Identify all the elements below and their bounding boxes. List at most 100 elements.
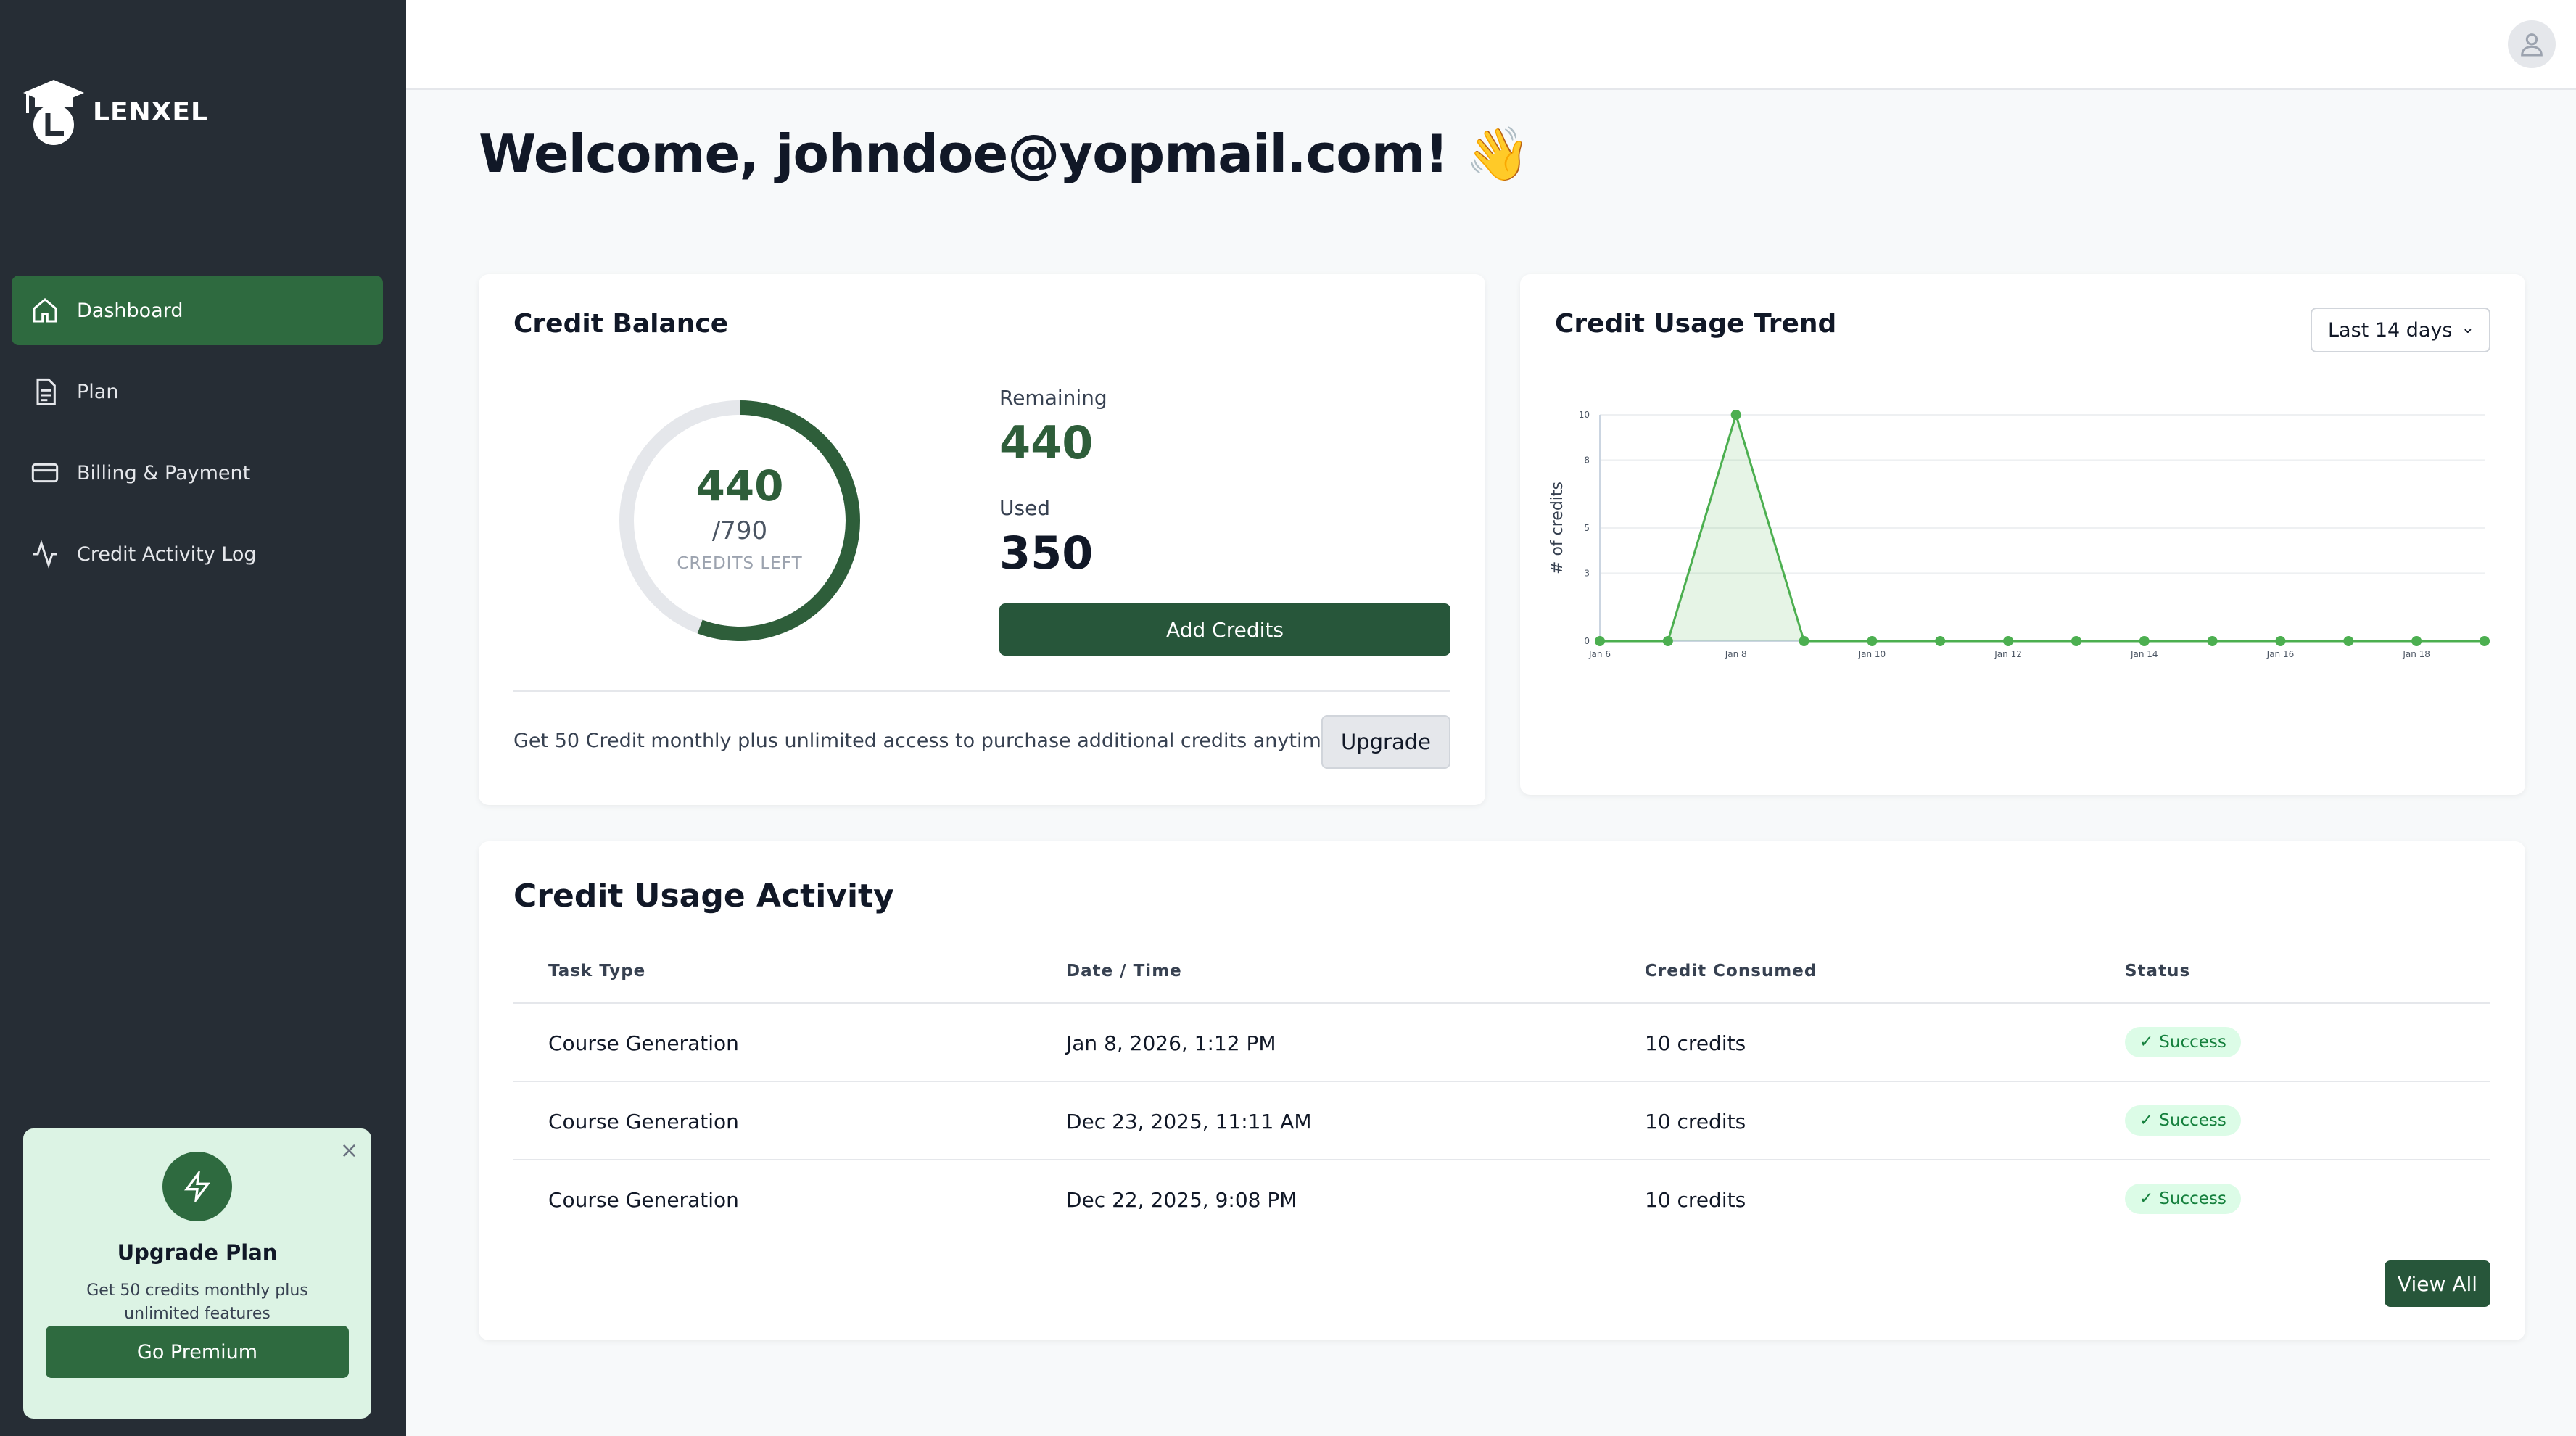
status-label: Success <box>2159 1111 2226 1130</box>
credits-cell: 10 credits <box>1645 1110 1746 1134</box>
data-point <box>2343 636 2354 646</box>
credits-cell: 10 credits <box>1645 1031 1746 1055</box>
brand-name: LENXEL <box>93 96 208 127</box>
column-header-task-type[interactable]: Task Type <box>548 962 646 981</box>
data-point <box>1935 636 1946 646</box>
status-badge: ✓ Success <box>2125 1105 2241 1136</box>
donut-caption: CREDITS LEFT <box>677 554 803 573</box>
date-time-cell: Dec 23, 2025, 11:11 AM <box>1066 1110 1312 1134</box>
table-row[interactable]: Course Generation Dec 23, 2025, 11:11 AM… <box>513 1081 2490 1159</box>
sidebar-item-credit-activity-log[interactable]: Credit Activity Log <box>12 519 383 589</box>
x-tick-label: Jan 16 <box>2266 649 2295 659</box>
y-tick-label: 8 <box>1584 455 1590 465</box>
x-tick-label: Jan 6 <box>1588 649 1611 659</box>
x-tick-label: Jan 10 <box>1858 649 1886 659</box>
sidebar-item-label: Plan <box>77 380 119 403</box>
credits-cell: 10 credits <box>1645 1188 1746 1212</box>
used-value: 350 <box>999 527 1094 579</box>
used-label: Used <box>999 496 1051 520</box>
series-line <box>1600 410 2485 643</box>
credit-donut-chart <box>619 400 860 641</box>
view-all-button[interactable]: View All <box>2385 1260 2490 1307</box>
card-title: Credit Balance <box>513 309 729 339</box>
user-avatar[interactable] <box>2508 20 2556 68</box>
table-row[interactable]: Course Generation Jan 8, 2026, 1:12 PM 1… <box>513 1002 2490 1081</box>
card-title: Credit Usage Trend <box>1555 309 1837 339</box>
data-point <box>2207 636 2218 646</box>
column-header-status[interactable]: Status <box>2125 962 2191 981</box>
data-point <box>2071 636 2081 646</box>
data-point <box>1662 636 1673 646</box>
divider <box>513 690 1450 692</box>
remaining-label: Remaining <box>999 386 1107 410</box>
credit-donut-arc <box>619 400 860 641</box>
close-icon[interactable]: × <box>339 1138 358 1163</box>
document-icon <box>36 378 56 405</box>
y-tick-label: 5 <box>1584 523 1590 533</box>
sidebar-item-label: Dashboard <box>77 299 183 322</box>
credit-card-icon <box>31 463 59 483</box>
y-tick-label: 10 <box>1579 410 1590 420</box>
data-point <box>1867 636 1878 646</box>
donut-total-value: /790 <box>711 516 768 545</box>
x-tick-label: Jan 18 <box>2402 649 2430 659</box>
page-title: Welcome, johndoe@yopmail.com! 👋 <box>479 123 1530 184</box>
column-header-date-time[interactable]: Date / Time <box>1066 962 1182 981</box>
data-point <box>2480 636 2490 646</box>
user-icon <box>2521 33 2543 57</box>
upgrade-button[interactable]: Upgrade <box>1321 715 1450 769</box>
status-label: Success <box>2159 1189 2226 1208</box>
data-point <box>1799 636 1809 646</box>
promo-title: Upgrade Plan <box>117 1240 278 1265</box>
credit-usage-activity-card: Credit Usage Activity Task Type Date / T… <box>479 841 2525 1340</box>
date-range-select[interactable]: Last 14 days ⌄ <box>2311 308 2490 352</box>
sidebar-item-plan[interactable]: Plan <box>12 357 383 426</box>
promo-description: Get 50 credits monthly plus unlimited fe… <box>86 1282 308 1323</box>
chevron-down-icon: ⌄ <box>2461 319 2474 337</box>
graduation-cap-logo-icon <box>23 80 84 145</box>
y-tick-label: 0 <box>1584 636 1590 646</box>
y-tick-label: 3 <box>1584 568 1590 578</box>
data-point <box>2139 636 2150 646</box>
sidebar-nav: Dashboard Plan Billing & Payment Credit … <box>12 276 383 601</box>
x-tick-label: Jan 14 <box>2130 649 2158 659</box>
top-bar <box>406 0 2576 90</box>
check-icon: ✓ <box>2139 1111 2154 1130</box>
logo[interactable]: LENXEL <box>22 77 208 147</box>
sidebar: LENXEL Dashboard Plan Billing & Payment … <box>0 0 406 1436</box>
data-point <box>2275 636 2286 646</box>
status-label: Success <box>2159 1033 2226 1052</box>
x-tick-label: Jan 8 <box>1725 649 1747 659</box>
credit-balance-card: Credit Balance 440 /790 CREDITS LEFT Rem… <box>479 274 1485 805</box>
go-premium-button[interactable]: Go Premium <box>46 1326 349 1378</box>
data-point <box>1595 636 1605 646</box>
home-icon <box>33 298 57 323</box>
date-range-value: Last 14 days <box>2328 318 2453 342</box>
data-point <box>1730 410 1741 420</box>
date-time-cell: Dec 22, 2025, 9:08 PM <box>1066 1188 1297 1212</box>
activity-icon <box>33 540 57 569</box>
upgrade-promo-card: × Upgrade Plan Get 50 credits monthly pl… <box>23 1128 371 1419</box>
status-badge: ✓ Success <box>2125 1027 2241 1057</box>
table-row[interactable]: Course Generation Dec 22, 2025, 9:08 PM … <box>513 1159 2490 1237</box>
data-point <box>2003 636 2014 646</box>
check-icon: ✓ <box>2139 1189 2154 1208</box>
remaining-value: 440 <box>999 416 1094 469</box>
task-type-cell: Course Generation <box>548 1031 739 1055</box>
sidebar-item-billing[interactable]: Billing & Payment <box>12 438 383 508</box>
credit-usage-trend-card: Credit Usage Trend Last 14 days ⌄ 0 3 5 8 10… <box>1520 274 2525 795</box>
sidebar-item-label: Billing & Payment <box>77 461 251 484</box>
series-area <box>1600 415 2485 641</box>
date-time-cell: Jan 8, 2026, 1:12 PM <box>1066 1031 1276 1055</box>
y-axis-label: # of credits <box>1549 482 1566 574</box>
add-credits-button[interactable]: Add Credits <box>999 603 1450 656</box>
column-header-credit-consumed[interactable]: Credit Consumed <box>1645 962 1817 981</box>
donut-remaining-value: 440 <box>695 461 784 511</box>
credit-usage-line-chart: 0 3 5 8 10 # of credits Jan 6 Jan 8 Jan 10 Jan 12… <box>1549 410 2490 659</box>
data-point <box>2411 636 2422 646</box>
upgrade-note: Get 50 Credit monthly plus unlimited acc… <box>513 730 1339 752</box>
task-type-cell: Course Generation <box>548 1188 739 1212</box>
sidebar-item-dashboard[interactable]: Dashboard <box>12 276 383 345</box>
lightning-icon <box>162 1152 232 1221</box>
card-title: Credit Usage Activity <box>513 878 894 915</box>
